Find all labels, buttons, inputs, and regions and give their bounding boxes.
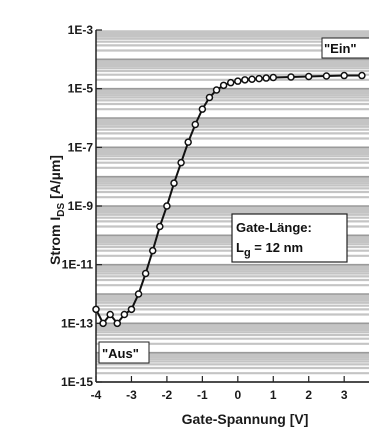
data-point [127,305,136,314]
data-point [184,138,192,146]
data-point [304,72,313,81]
gate-length-title: Gate-Länge: [236,220,312,235]
x-tick-label: -2 [162,388,173,402]
y-tick-label: 1E-11 [62,258,94,272]
data-point [234,77,242,85]
data-point [113,319,122,328]
gate-length-annotation: Gate-Länge: Lg = 12 nm [231,213,348,263]
data-point [198,105,207,113]
y-axis-label: Strom IDS [A/µm] [47,155,67,265]
data-point [322,72,331,80]
gate-length-value: Lg = 12 nm [236,240,303,259]
data-point [226,78,235,87]
data-point [287,73,295,81]
data-point [255,74,263,83]
data-point [358,71,366,80]
data-point [205,93,214,102]
on-state-annotation: "Ein" [321,37,369,59]
y-tick-label: 1E-5 [68,82,94,96]
x-tick-label: 1 [270,388,277,402]
y-tick-label: 1E-3 [68,23,94,37]
y-tick-labels: 1E-3 1E-5 1E-7 1E-9 1E-11 1E-13 1E-15 [61,23,102,389]
data-point [241,76,249,84]
off-state-annotation: "Aus" [98,341,150,364]
y-tick-label: 1E-9 [68,199,94,213]
data-point [248,75,256,83]
data-point [92,305,100,314]
x-tick-label: -3 [126,388,137,402]
data-point [106,310,114,319]
data-point [134,290,143,298]
data-point [163,202,171,210]
x-tick-label: 3 [341,388,348,402]
data-point [148,246,157,255]
data-point [340,71,348,80]
data-point [212,86,221,94]
data-point [262,74,270,82]
data-point [120,310,129,319]
x-tick-label: -1 [197,388,208,402]
data-point [99,319,107,328]
data-point [170,179,178,187]
data-point [156,222,164,231]
x-tick-label: -4 [91,388,102,402]
data-point [219,81,228,90]
x-axis-label: Gate-Spannung [V] [182,411,309,427]
data-point [177,158,185,167]
y-tick-label: 1E-15 [61,375,93,389]
off-state-label: "Aus" [102,346,139,361]
x-tick-label: 0 [234,388,241,402]
on-state-label: "Ein" [324,41,357,56]
x-tick-label: 2 [305,388,312,402]
data-point [141,269,150,278]
y-tick-label: 1E-7 [68,140,94,154]
data-point [191,120,200,129]
x-tick-labels: -4 -3 -2 -1 0 1 2 3 [91,376,348,402]
series-markers [92,71,366,328]
y-tick-label: 1E-13 [61,316,93,330]
data-point [269,73,278,82]
